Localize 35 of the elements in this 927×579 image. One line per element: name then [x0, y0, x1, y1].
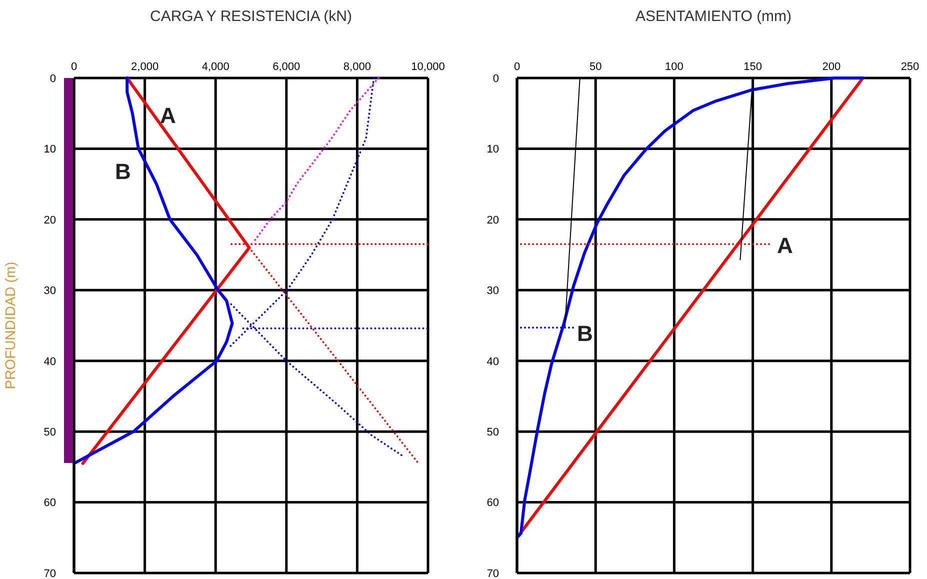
y-tick-label: 0 — [50, 72, 56, 85]
y-tick-label: 40 — [44, 356, 56, 368]
x-tick-label: 150 — [744, 61, 762, 73]
x-tick-label: 250 — [900, 61, 920, 73]
annotation: B — [577, 321, 593, 346]
y-tick-label: 30 — [44, 285, 56, 298]
y-tick-label: 40 — [486, 356, 499, 368]
y-tick-label: 20 — [486, 214, 499, 226]
y-tick-label: 70 — [486, 568, 499, 579]
x-tick-label: 200 — [822, 61, 841, 73]
x-tick-label: 50 — [589, 61, 602, 73]
y-axis-title: PROFUNDIDAD (m) — [2, 262, 18, 390]
x-tick-label: 8,000 — [343, 61, 371, 73]
x-axis-title: CARGA Y RESISTENCIA (kN) — [149, 8, 353, 25]
y-tick-label: 70 — [44, 568, 56, 579]
annotation: A — [160, 103, 176, 128]
y-tick-label: 10 — [44, 144, 56, 156]
y-tick-label: 20 — [44, 214, 56, 226]
y-tick-label: 50 — [44, 426, 56, 438]
x-tick-label: 0 — [70, 61, 78, 73]
y-tick-label: 60 — [486, 497, 499, 510]
y-tick-label: 0 — [492, 72, 499, 85]
x-axis-title: ASENTAMIENTO (mm) — [634, 8, 793, 25]
y-tick-label: 10 — [486, 144, 499, 156]
x-tick-label: 0 — [514, 61, 520, 73]
y-tick-label: 60 — [44, 497, 56, 510]
x-tick-label: 4,000 — [202, 61, 230, 73]
y-tick-label: 50 — [486, 426, 499, 438]
x-tick-label: 2,000 — [131, 61, 159, 73]
y-tick-label: 30 — [486, 285, 499, 298]
x-tick-label: 10,000 — [411, 61, 445, 73]
annotation: A — [777, 233, 793, 258]
x-tick-label: 100 — [665, 61, 684, 73]
x-tick-label: 6,000 — [272, 61, 300, 73]
annotation: B — [115, 159, 131, 184]
